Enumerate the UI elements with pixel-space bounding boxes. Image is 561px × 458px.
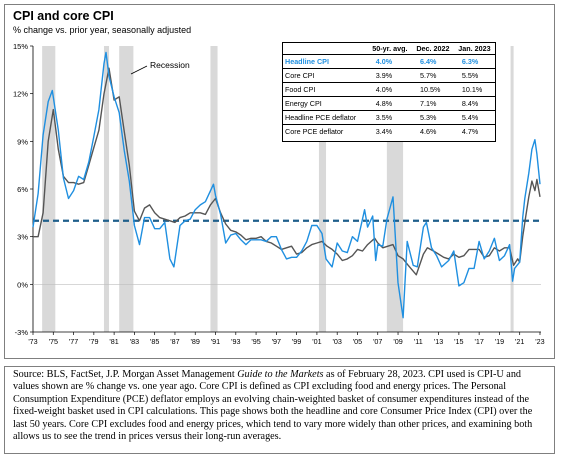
table-row: Headline CPI 4.0% 6.4% 6.3% [283,54,495,69]
x-tick-label: '03 [333,337,342,346]
table-row: Food CPI 4.0% 10.5% 10.1% [283,82,495,97]
x-tick-label: '15 [454,337,463,346]
y-tick-label: 6% [17,185,28,194]
recession-pointer [130,65,148,75]
source-frame [4,366,555,454]
table-row: Core PCE deflator 3.4% 4.6% 4.7% [283,124,495,138]
chart-frame [4,4,555,359]
x-tick-label: '07 [373,337,382,346]
cell-dec: 5.7% [411,68,454,83]
recession-band [103,46,110,332]
table-row: Headline PCE deflator 3.5% 5.3% 5.4% [283,110,495,125]
source-text-pre: Source: BLS, FactSet, J.P. Morgan Asset … [13,369,238,380]
x-tick-label: '81 [109,337,118,346]
y-tick-label: 0% [17,280,28,289]
cell-jan: 4.7% [453,124,495,138]
cell-jan: 8.4% [453,96,495,111]
x-tick-label: '11 [414,337,423,346]
cell-avg: 3.5% [367,110,412,125]
stats-table: 50-yr. avg. Dec. 2022 Jan. 2023 Headline… [283,43,495,138]
x-tick-label: '77 [69,337,78,346]
x-tick-label: '87 [170,337,179,346]
source-guide-title: Guide to the Markets [237,369,324,380]
stats-table-header: 50-yr. avg. Dec. 2022 Jan. 2023 [283,43,495,55]
stats-table-box: 50-yr. avg. Dec. 2022 Jan. 2023 Headline… [282,42,496,142]
cell-avg: 4.8% [367,96,412,111]
x-tick-label: '05 [353,337,362,346]
series-lines [32,51,541,319]
x-tick-label: '13 [434,337,443,346]
x-tick-label: '79 [89,337,98,346]
row-label: Core CPI [283,68,368,83]
cell-dec: 7.1% [411,96,454,111]
row-label: Headline CPI [283,54,368,69]
x-tick-label: '73 [28,337,37,346]
x-tick-label: '75 [49,337,58,346]
row-label: Energy CPI [283,96,368,111]
cell-avg: 4.0% [367,54,412,69]
y-tick-label: 12% [13,90,28,99]
header-cell: Dec. 2022 [416,44,450,53]
x-tick-label: '19 [495,337,504,346]
x-tick-label: '85 [150,337,159,346]
y-tick-label: -3% [15,328,29,337]
cell-dec: 4.6% [411,124,454,138]
cell-dec: 5.3% [411,110,454,125]
recession-label: Recession [150,60,190,70]
chart-labels: Recession [130,60,190,75]
table-row: Core CPI 3.9% 5.7% 5.5% [283,68,495,83]
y-tick-label: 3% [17,233,28,242]
row-label: Core PCE deflator [283,124,368,138]
core-cpi-line [33,67,541,276]
recession-band [318,46,327,332]
header-cell [283,43,368,55]
y-tick-label: 15% [13,42,28,51]
x-tick-label: '91 [211,337,220,346]
page-title: CPI and core CPI [13,9,114,23]
x-tick-label: '21 [515,337,524,346]
header-cell: Jan. 2023 [458,44,491,53]
cell-avg: 4.0% [367,82,412,97]
cell-dec: 10.5% [411,82,454,97]
x-tick-label: '95 [251,337,260,346]
cell-jan: 10.1% [453,82,495,97]
x-tick-label: '99 [292,337,301,346]
x-tick-label: '09 [393,337,402,346]
table-row: Energy CPI 4.8% 7.1% 8.4% [283,96,495,111]
header-cell: 50-yr. avg. [372,44,408,53]
y-tick-label: 9% [17,137,28,146]
x-tick-label: '93 [231,337,240,346]
source-note: Source: BLS, FactSet, J.P. Morgan Asset … [13,369,548,443]
x-tick-label: '83 [130,337,139,346]
row-label: Food CPI [283,82,368,97]
cell-avg: 3.9% [367,68,412,83]
source-text-post: as of February 28, 2023. CPI used is CPI… [13,369,533,443]
cell-jan: 5.4% [453,110,495,125]
x-tick-label: '17 [474,337,483,346]
headline-cpi-line [32,51,541,319]
x-tick-label: '89 [191,337,200,346]
x-tick-label: '23 [535,337,544,346]
row-label: Headline PCE deflator [283,110,368,125]
x-tick-label: '01 [312,337,321,346]
recession-band [510,46,514,332]
page-subtitle: % change vs. prior year, seasonally adju… [13,25,192,35]
x-tick-label: '97 [272,337,281,346]
cell-jan: 6.3% [453,54,495,69]
cell-dec: 6.4% [411,54,454,69]
cell-jan: 5.5% [453,68,495,83]
cell-avg: 3.4% [367,124,412,138]
chart-axes: -3% 0% 3% 6% 9% 12% 15% '73 '75 '77 '79 '81 '83 '85 '8… [13,42,545,346]
